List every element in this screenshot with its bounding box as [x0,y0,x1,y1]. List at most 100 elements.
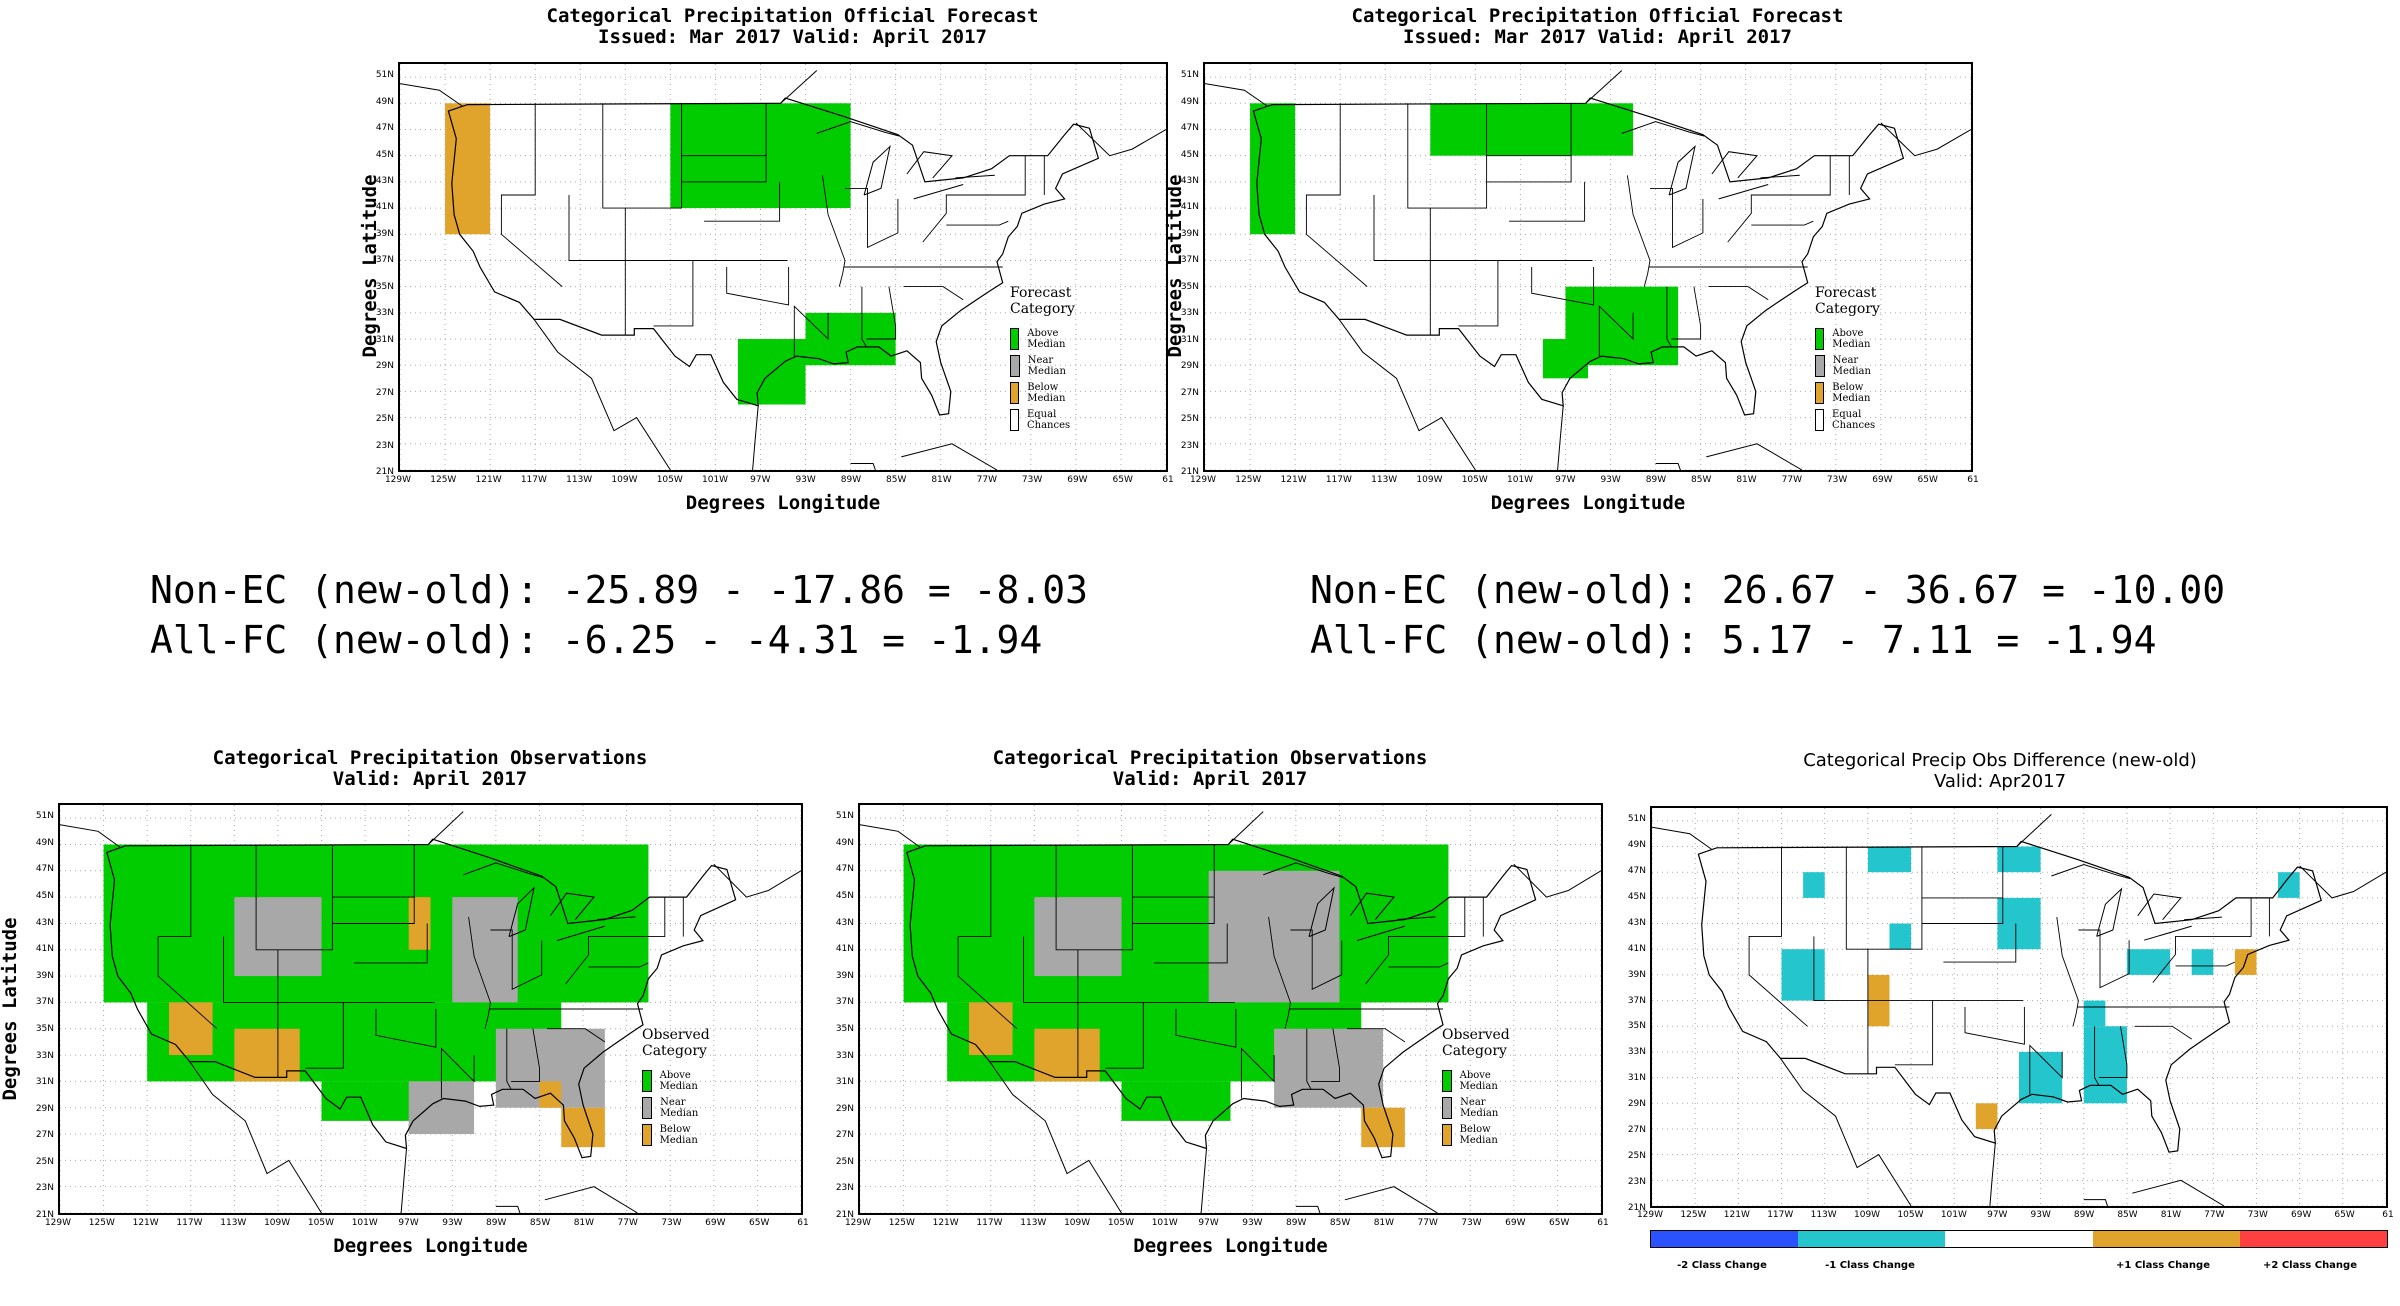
x-tick-label: 121W [932,1218,959,1228]
y-tick-label: 29N [1180,361,1199,372]
y-tick-label: 43N [835,917,854,928]
x-tick-label: 101W [351,1218,378,1228]
y-tick-label: 27N [35,1130,54,1141]
legend-swatch [1010,381,1020,404]
x-tick-label: 121W [132,1218,159,1228]
y-tick-label: 45N [835,891,854,902]
y-tick-label: 51N [835,811,854,822]
y-tick-label: 43N [375,176,394,187]
legend-swatch [642,1069,652,1092]
x-tick-label: 125W [88,1218,115,1228]
y-tick-label: 25N [35,1156,54,1167]
y-tick-label: 39N [1180,228,1199,239]
x-tick-label: 113W [1020,1218,1047,1228]
us-outline [447,97,1100,416]
category-cell-above [147,1002,562,1082]
y-tick-label: 45N [35,891,54,902]
y-tick-label: 25N [1180,414,1199,425]
legend-swatch [642,1123,652,1146]
x-tick-label: 105W [1461,475,1488,485]
y-tick-label: 47N [375,123,394,134]
y-tick-label: 49N [375,96,394,107]
x-tick-labels: 129W 125W 121W 117W 113W 109W 105W 101W 97W 93W 89… [845,1218,1609,1230]
y-tick-label: 29N [835,1103,854,1114]
x-tick-label: 113W [220,1218,247,1228]
legend-label: Above Median [1459,1069,1498,1092]
y-tick-label: 39N [1627,969,1646,980]
x-tick-label: 89W [840,475,862,485]
category-cell-above [737,339,806,405]
y-tick-label: 21N [375,467,394,477]
us-outline [1697,840,2322,1153]
y-tick-label: 45N [1180,149,1199,160]
legend-entry: Below Median [1815,379,1880,406]
panel-subtitle: Valid: April 2017 [1112,768,1308,790]
legend-entry: Equal Chances [1010,406,1075,433]
panel-title: Categorical Precip Obs Difference (new-o… [1803,750,2197,771]
x-tick-label: 117W [520,475,547,485]
x-tick-label: 125W [430,475,457,485]
neighbor-coastlines [1205,70,1971,470]
category-cell-below [968,1002,1013,1056]
x-tick-labels: 129W 125W 121W 117W 113W 109W 105W 101W 97W 93W 89… [45,1218,809,1230]
y-tick-label: 31N [835,1077,854,1088]
x-tick-label: 77W [2204,1210,2225,1220]
y-tick-labels: 51N 49N 47N 45N 43N 41N 39N 37N 35N 33N 31N 29N 27N 2… [1612,806,1646,1213]
y-tick-label: 35N [35,1023,54,1034]
stat-left-nonec: Non-EC (new-old): -25.89 - -17.86 = -8.0… [150,568,1088,612]
y-tick-label: 35N [375,281,394,292]
y-tick-label: 41N [1180,202,1199,213]
map-svg [860,805,1601,1213]
y-axis-label: Degrees Latitude [1164,174,1186,358]
y-tick-label: 31N [1180,334,1199,345]
category-cell-near [1208,870,1340,1003]
map-svg [400,64,1166,470]
us-outline [1252,97,1905,416]
legend-entry: Near Median [1815,352,1880,379]
x-tick-label: 121W [1280,475,1307,485]
x-tick-label: 97W [1987,1210,2008,1220]
legend-entry: Above Median [1442,1067,1510,1094]
category-cell-m1 [2083,1026,2127,1104]
neighbor-coastlines [60,811,801,1213]
x-tick-label: 93W [1600,475,1621,485]
legend-label: Above Median [659,1069,698,1092]
category-cell-below [539,1081,562,1108]
y-tick-label: 49N [1180,96,1199,107]
x-tick-label: 93W [1242,1218,1263,1228]
x-tick-label: 69W [705,1218,726,1228]
x-tick-label: 61 [1162,475,1174,485]
y-tick-label: 49N [1627,839,1646,850]
legend: Observed Category Above Median Near Media… [1442,1027,1510,1148]
x-tick-label: 129W [1636,1210,1664,1220]
x-tick-label: 89W [1645,475,1667,485]
x-tick-label: 109W [1416,475,1443,485]
legend-title: Observed Category [642,1027,710,1059]
y-tick-label: 39N [375,228,394,239]
x-tick-label: 117W [1767,1210,1794,1220]
x-tick-label: 77W [1417,1218,1438,1228]
y-tick-label: 37N [835,997,854,1008]
category-cell-m1 [2278,872,2300,898]
state-lines [1748,846,2270,1095]
legend-entry: Above Median [1010,325,1075,352]
x-tick-label: 117W [176,1218,203,1228]
y-tick-label: 51N [1627,813,1646,824]
category-cell-m1 [2126,949,2171,975]
legend-label: Below Median [659,1123,698,1146]
y-tick-label: 23N [1627,1177,1646,1188]
y-tick-label: 23N [375,440,394,451]
x-tick-label: 65W [2334,1210,2355,1220]
x-tick-label: 109W [264,1218,291,1228]
category-cell-below [168,1002,213,1056]
x-tick-label: 69W [2290,1210,2312,1220]
y-tick-label: 51N [35,811,54,822]
neighbor-coastlines [1652,814,2386,1206]
y-tick-label: 27N [1180,387,1199,398]
category-cell-near [452,897,518,1003]
state-lines [957,844,1484,1099]
difference-colorbar [1650,1230,2388,1248]
y-tick-label: 37N [375,255,394,266]
x-tick-label: 73W [1826,475,1848,485]
category-cell-m1 [2019,1051,2063,1104]
